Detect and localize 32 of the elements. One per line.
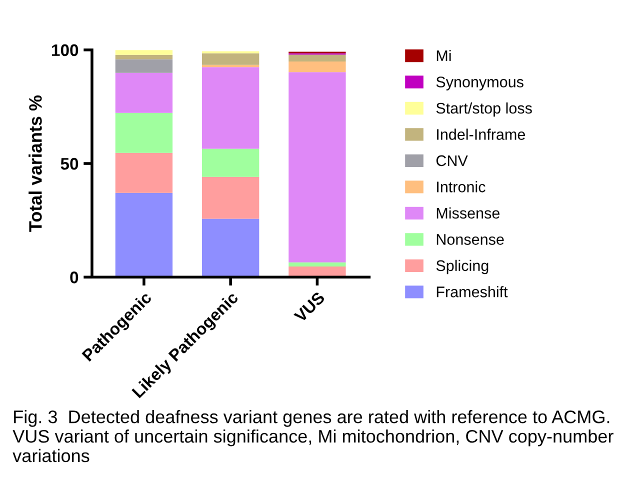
caption: Fig. 3 Detected deafness variant genes are rated with reference to ACMG. VUS variant of uncertain significance, Mi mitochondrion, CNV copy-number variations (12, 410, 614, 462)
bar (202, 218, 260, 278)
bar (288, 72, 346, 262)
x-tick-label: VUS (293, 291, 326, 324)
legend-label: Synonymous (436, 76, 524, 90)
legend-label: CNV (436, 155, 468, 166)
legend-label: Frameshift (436, 286, 508, 298)
legend-label: Mi (436, 50, 451, 62)
y-tick-label: 50 (60, 158, 78, 170)
bar (115, 152, 173, 193)
bar (202, 176, 260, 219)
legend-label: Start/stop loss (436, 102, 532, 117)
bar (202, 148, 260, 177)
legend-label: Indel-Inframe (437, 128, 525, 140)
bar (202, 67, 260, 149)
legend-label: Nonsense (436, 234, 504, 245)
y-axis-title: Total variants % (28, 95, 42, 232)
bar (115, 112, 173, 153)
bar (288, 54, 346, 62)
bar (115, 54, 173, 60)
bar (202, 53, 260, 65)
bar (288, 262, 346, 266)
bar (115, 59, 173, 73)
y-tick-label: 100 (52, 44, 78, 56)
legend-label: Splicing (436, 260, 488, 274)
legend-label: Missense (436, 207, 500, 219)
y-tick-label: 0 (70, 272, 78, 284)
bar (288, 61, 346, 72)
bar (115, 50, 173, 55)
bar (115, 72, 173, 113)
bar (115, 192, 173, 278)
legend-label: Intronic (437, 181, 486, 192)
